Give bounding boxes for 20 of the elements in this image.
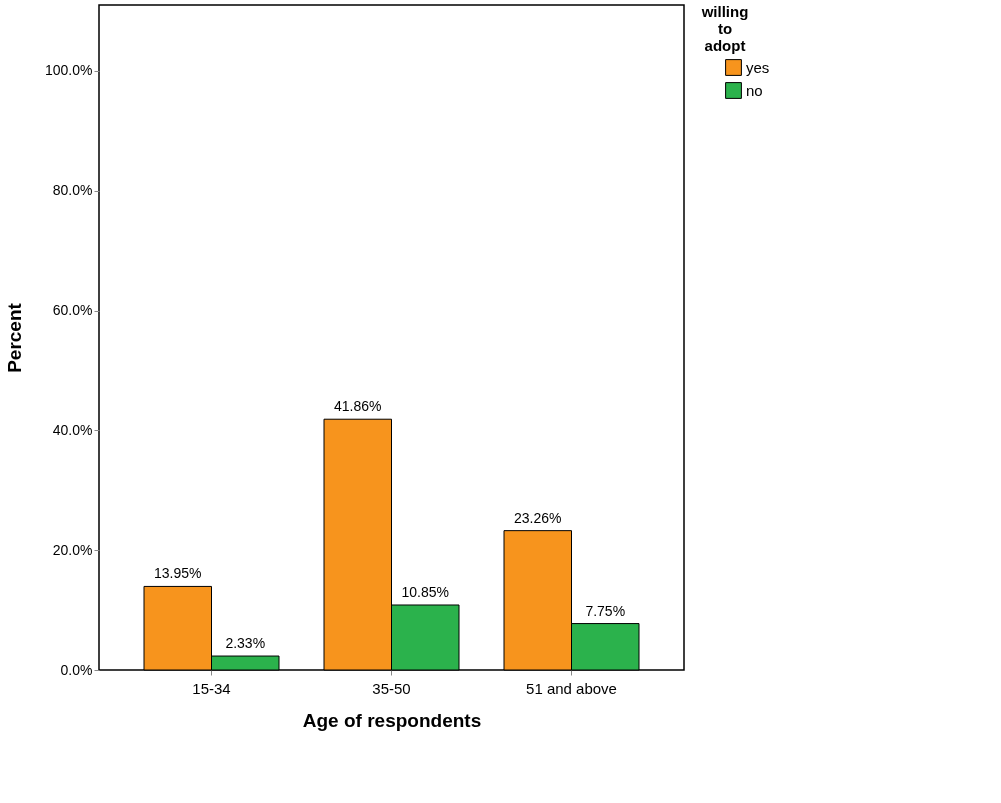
x-tick-label: 35-50 (372, 679, 411, 697)
legend-title: willing to adopt (700, 3, 749, 54)
y-axis-title: Percent (4, 302, 26, 373)
y-tick-label: 80.0% (52, 182, 93, 199)
x-axis-title: Age of respondents (302, 709, 482, 731)
data-label: 23.26% (514, 509, 562, 526)
data-label: 10.85% (401, 584, 449, 600)
x-tick-label: 15-34 (192, 679, 231, 697)
y-tick-label: 60.0% (52, 302, 93, 319)
legend-label: yes (746, 58, 770, 76)
data-label: 2.33% (225, 635, 266, 652)
y-tick-label: 0.0% (60, 661, 93, 678)
data-label: 41.86% (334, 398, 382, 415)
x-tick-label: 51 and above (526, 679, 617, 697)
data-label: 7.75% (585, 602, 626, 619)
y-tick-label: 20.0% (52, 541, 93, 558)
data-label: 13.95% (154, 565, 202, 582)
y-tick-label: 40.0% (52, 421, 93, 438)
legend-label: no (746, 81, 763, 99)
y-tick-label: 100.0% (45, 62, 93, 79)
